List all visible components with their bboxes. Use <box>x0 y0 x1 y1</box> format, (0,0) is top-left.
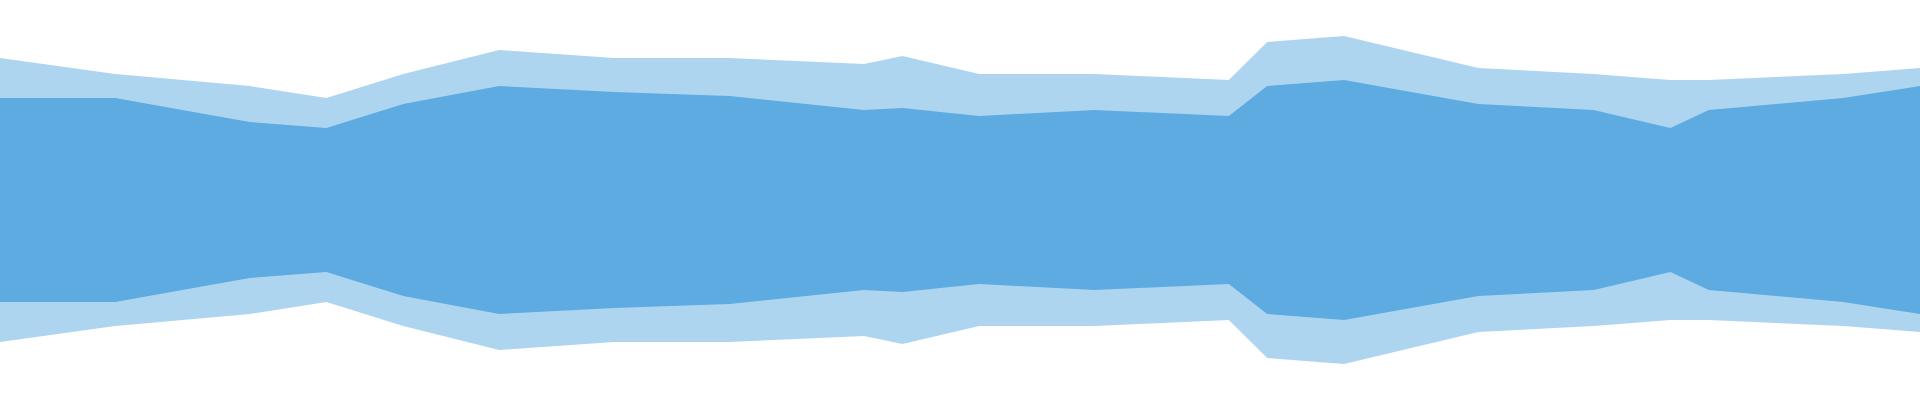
waveform-upper <box>0 80 1920 200</box>
waveform-lower <box>0 200 1920 320</box>
